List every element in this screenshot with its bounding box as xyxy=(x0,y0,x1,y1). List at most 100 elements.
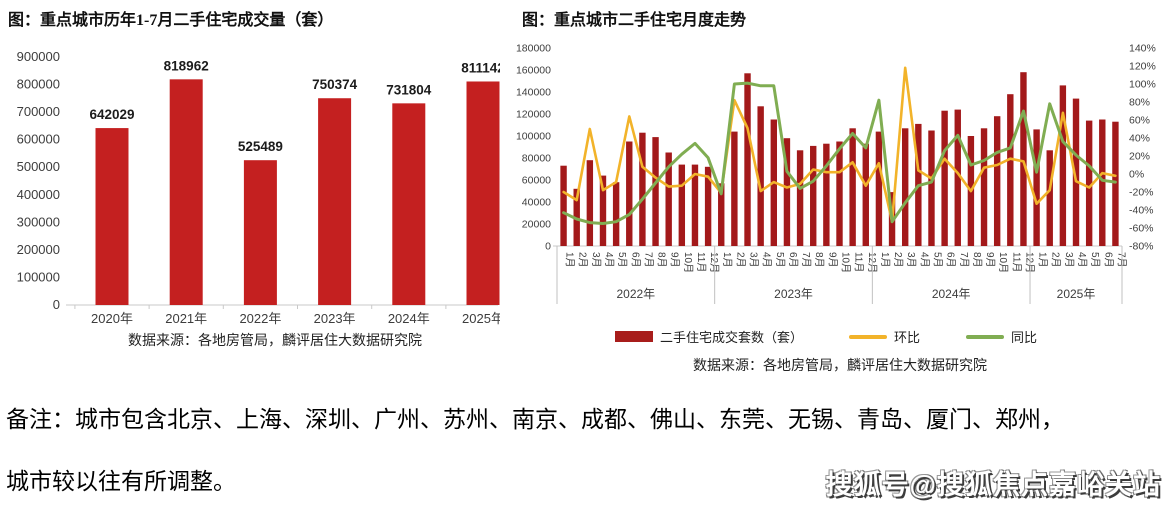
monthly-volume-bar xyxy=(1085,120,1093,246)
month-tick-label: 1月 xyxy=(564,252,576,268)
monthly-volume-bar xyxy=(652,137,659,246)
month-tick-label: 1月 xyxy=(879,252,891,268)
y-axis-tick-label: 500000 xyxy=(17,159,60,174)
month-tick-label: 8月 xyxy=(656,252,668,268)
month-tick-label: 1月 xyxy=(1037,252,1049,268)
month-tick-label: 5月 xyxy=(931,252,943,268)
monthly-volume-bar xyxy=(718,183,725,246)
left-axis-tick-label: 60000 xyxy=(522,175,551,187)
monthly-volume-bar xyxy=(612,182,620,246)
month-tick-label: 11月 xyxy=(695,252,707,272)
month-tick-label: 6月 xyxy=(945,252,957,268)
right-axis-tick-label: 0% xyxy=(1129,169,1144,181)
month-tick-label: 4月 xyxy=(1076,252,1088,268)
month-tick-label: 6月 xyxy=(1102,252,1114,268)
right-axis-tick-label: 80% xyxy=(1129,97,1150,109)
monthly-volume-bar xyxy=(836,141,843,246)
month-tick-label: 12月 xyxy=(1023,252,1035,273)
month-tick-label: 11月 xyxy=(1010,252,1022,272)
note-line-2: 城市较以往有所调整。 xyxy=(6,469,236,494)
legend-label-mom: 环比 xyxy=(894,330,921,345)
monthly-volume-bar xyxy=(796,150,804,246)
legend-item-volume: 二手住宅成交套数（套） xyxy=(615,327,803,346)
monthly-volume-bar xyxy=(586,160,594,246)
annual-volume-bar xyxy=(392,103,426,305)
month-tick-label: 10月 xyxy=(682,252,694,273)
month-tick-label: 3月 xyxy=(905,252,917,268)
month-tick-label: 8月 xyxy=(971,252,983,268)
month-tick-label: 6月 xyxy=(629,252,641,268)
monthly-volume-bar xyxy=(1007,94,1014,246)
monthly-volume-bar xyxy=(731,131,738,246)
y-axis-tick-label: 100000 xyxy=(17,269,60,284)
annual-volume-bar xyxy=(318,98,352,305)
month-tick-label: 4月 xyxy=(761,252,773,268)
year-group-label: 2023年 xyxy=(774,287,813,301)
mom-line xyxy=(562,66,1117,223)
monthly-volume-bar xyxy=(1033,129,1040,246)
month-tick-label: 10月 xyxy=(997,252,1009,273)
legend-label-yoy: 同比 xyxy=(1011,330,1038,345)
monthly-volume-bar xyxy=(691,164,699,246)
note-line-1: 备注：城市包含北京、上海、深圳、广州、苏州、南京、成都、佛山、东莞、无锡、青岛、… xyxy=(6,407,1064,432)
monthly-volume-bar xyxy=(810,145,817,246)
monthly-volume-bar xyxy=(783,138,791,246)
month-tick-label: 12月 xyxy=(708,252,720,273)
monthly-volume-bar xyxy=(678,164,686,246)
monthly-volume-bar xyxy=(875,131,883,246)
monthly-volume-bar xyxy=(980,128,988,246)
right-axis-tick-label: 40% xyxy=(1129,133,1150,145)
left-chart-source: 数据来源：各地房管局，麟评居住大数据研究院 xyxy=(128,334,422,349)
month-tick-label: 2月 xyxy=(577,252,589,268)
monthly-volume-bar xyxy=(704,166,712,246)
yoy-line xyxy=(562,81,1117,225)
legend-line-swatch-mom xyxy=(849,334,888,339)
x-axis-category-label: 2024年 xyxy=(388,311,430,326)
monthly-volume-bar xyxy=(1046,150,1053,246)
year-group-label: 2024年 xyxy=(932,287,971,301)
right-axis-tick-label: 120% xyxy=(1129,61,1156,73)
month-tick-label: 3月 xyxy=(590,252,602,268)
monthly-volume-bar xyxy=(1059,85,1067,247)
month-tick-label: 7月 xyxy=(1115,252,1127,268)
year-group-label: 2025年 xyxy=(1057,287,1096,301)
annual-volume-bar xyxy=(95,128,129,305)
monthly-volume-bar xyxy=(626,141,633,246)
month-tick-label: 5月 xyxy=(1089,252,1101,268)
y-axis-tick-label: 900000 xyxy=(17,49,60,64)
month-tick-label: 9月 xyxy=(669,252,681,268)
monthly-volume-bar xyxy=(849,128,856,246)
right-chart-legend: 二手住宅成交套数（套） 环比 同比 xyxy=(615,327,1037,346)
month-tick-label: 2月 xyxy=(1050,252,1062,268)
legend-bar-swatch xyxy=(615,331,653,342)
month-tick-label: 2月 xyxy=(892,252,904,268)
month-tick-label: 7月 xyxy=(800,252,812,268)
monthly-volume-bar xyxy=(1112,121,1119,246)
left-axis-tick-label: 100000 xyxy=(516,131,551,143)
month-tick-label: 9月 xyxy=(984,252,996,268)
right-axis-tick-label: 140% xyxy=(1129,43,1156,55)
month-tick-label: 4月 xyxy=(603,252,615,268)
year-group-label: 2022年 xyxy=(616,287,655,301)
month-tick-label: 5月 xyxy=(774,252,786,268)
right-axis-tick-label: -40% xyxy=(1129,205,1154,217)
watermark: 搜狐号@搜狐焦点嘉峪关站 xyxy=(825,470,1161,500)
right-axis-tick-label: 100% xyxy=(1129,79,1156,91)
monthly-volume-bar xyxy=(757,106,764,246)
monthly-volume-bar xyxy=(993,116,1001,246)
left-axis-tick-label: 0 xyxy=(545,241,551,253)
right-chart-source: 数据来源：各地房管局，麟评居住大数据研究院 xyxy=(693,359,987,374)
x-axis-category-label: 2025年 xyxy=(462,311,500,326)
monthly-volume-bar xyxy=(901,128,909,246)
left-axis-tick-label: 80000 xyxy=(522,153,551,165)
annual-volume-bar xyxy=(466,81,500,305)
monthly-volume-bar xyxy=(599,175,607,246)
monthly-volume-bar xyxy=(954,109,961,246)
legend-item-mom: 环比 xyxy=(849,327,920,346)
month-tick-label: 12月 xyxy=(866,252,878,273)
right-combo-chart: 180000 160000 140000 120000 100000 80000 60000… xyxy=(516,43,1156,304)
bar-value-label: 642029 xyxy=(89,107,134,122)
month-tick-label: 4月 xyxy=(918,252,930,268)
